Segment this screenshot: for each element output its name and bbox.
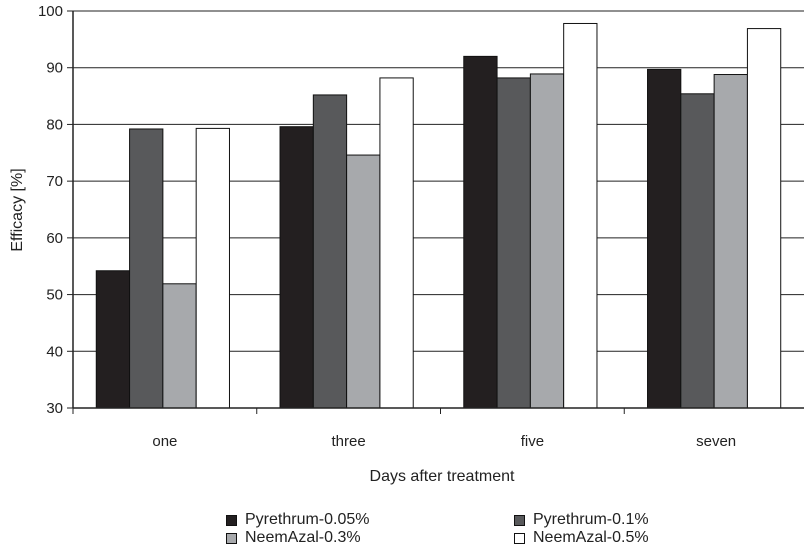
y-tick-label: 100 bbox=[38, 3, 63, 20]
bar-pyrethrum-0-05--three bbox=[279, 126, 314, 409]
y-tick-label: 70 bbox=[46, 173, 63, 190]
x-tick-label: five bbox=[521, 433, 544, 450]
legend-swatch bbox=[514, 532, 525, 544]
bar-pyrethrum-0-05--five bbox=[463, 55, 498, 409]
bar-pyrethrum-0-1--seven bbox=[680, 93, 715, 409]
bar-neemazal-0-3--one bbox=[162, 283, 197, 409]
x-tick-label: seven bbox=[696, 433, 736, 450]
legend-label: Pyrethrum-0.1% bbox=[533, 511, 649, 528]
bar-neemazal-0-5--five bbox=[563, 22, 598, 409]
y-axis-title: Efficacy [%] bbox=[9, 168, 26, 251]
bar-neemazal-0-3--five bbox=[529, 73, 565, 409]
legend-item: Pyrethrum-0.1% bbox=[514, 511, 696, 529]
legend-item: Pyrethrum-0.05% bbox=[226, 511, 514, 529]
x-tick-label: three bbox=[332, 433, 366, 450]
legend: Pyrethrum-0.05% Pyrethrum-0.1% NeemAzal-0.… bbox=[226, 511, 696, 547]
y-tick-label: 30 bbox=[46, 400, 63, 417]
legend-item: NeemAzal-0.5% bbox=[514, 529, 696, 547]
bar-neemazal-0-5--one bbox=[195, 127, 230, 409]
y-tick-label: 50 bbox=[46, 287, 63, 304]
legend-swatch bbox=[226, 532, 237, 544]
y-tick-label: 40 bbox=[46, 343, 63, 360]
legend-item: NeemAzal-0.3% bbox=[226, 529, 514, 547]
bar-pyrethrum-0-05--one bbox=[95, 270, 131, 409]
bar-pyrethrum-0-1--one bbox=[129, 128, 164, 409]
legend-label: Pyrethrum-0.05% bbox=[245, 511, 370, 528]
axes bbox=[67, 10, 804, 414]
legend-label: NeemAzal-0.3% bbox=[245, 529, 361, 546]
x-tick-label: one bbox=[152, 433, 177, 450]
y-tick-labels: 30 40 50 60 70 80 90 100 bbox=[38, 3, 63, 417]
y-tick-label: 80 bbox=[46, 116, 63, 133]
y-tick-label: 60 bbox=[46, 230, 63, 247]
legend-swatch bbox=[226, 514, 237, 526]
legend-swatch bbox=[514, 514, 525, 526]
bar-neemazal-0-3--seven bbox=[713, 74, 748, 409]
x-axis-title: Days after treatment bbox=[370, 468, 516, 485]
bar-pyrethrum-0-1--five bbox=[496, 77, 531, 409]
y-tick-label: 90 bbox=[46, 60, 63, 77]
bar-chart: 30 40 50 60 70 80 90 100 one three five seven Effi… bbox=[9, 3, 804, 485]
bars bbox=[95, 22, 782, 409]
bar-pyrethrum-0-05--seven bbox=[647, 68, 682, 409]
bar-pyrethrum-0-1--three bbox=[312, 94, 348, 409]
x-tick-labels: one three five seven bbox=[152, 433, 736, 450]
bar-neemazal-0-5--three bbox=[379, 77, 414, 409]
bar-neemazal-0-5--seven bbox=[746, 28, 782, 409]
legend-label: NeemAzal-0.5% bbox=[533, 529, 649, 546]
bar-neemazal-0-3--three bbox=[346, 154, 381, 409]
